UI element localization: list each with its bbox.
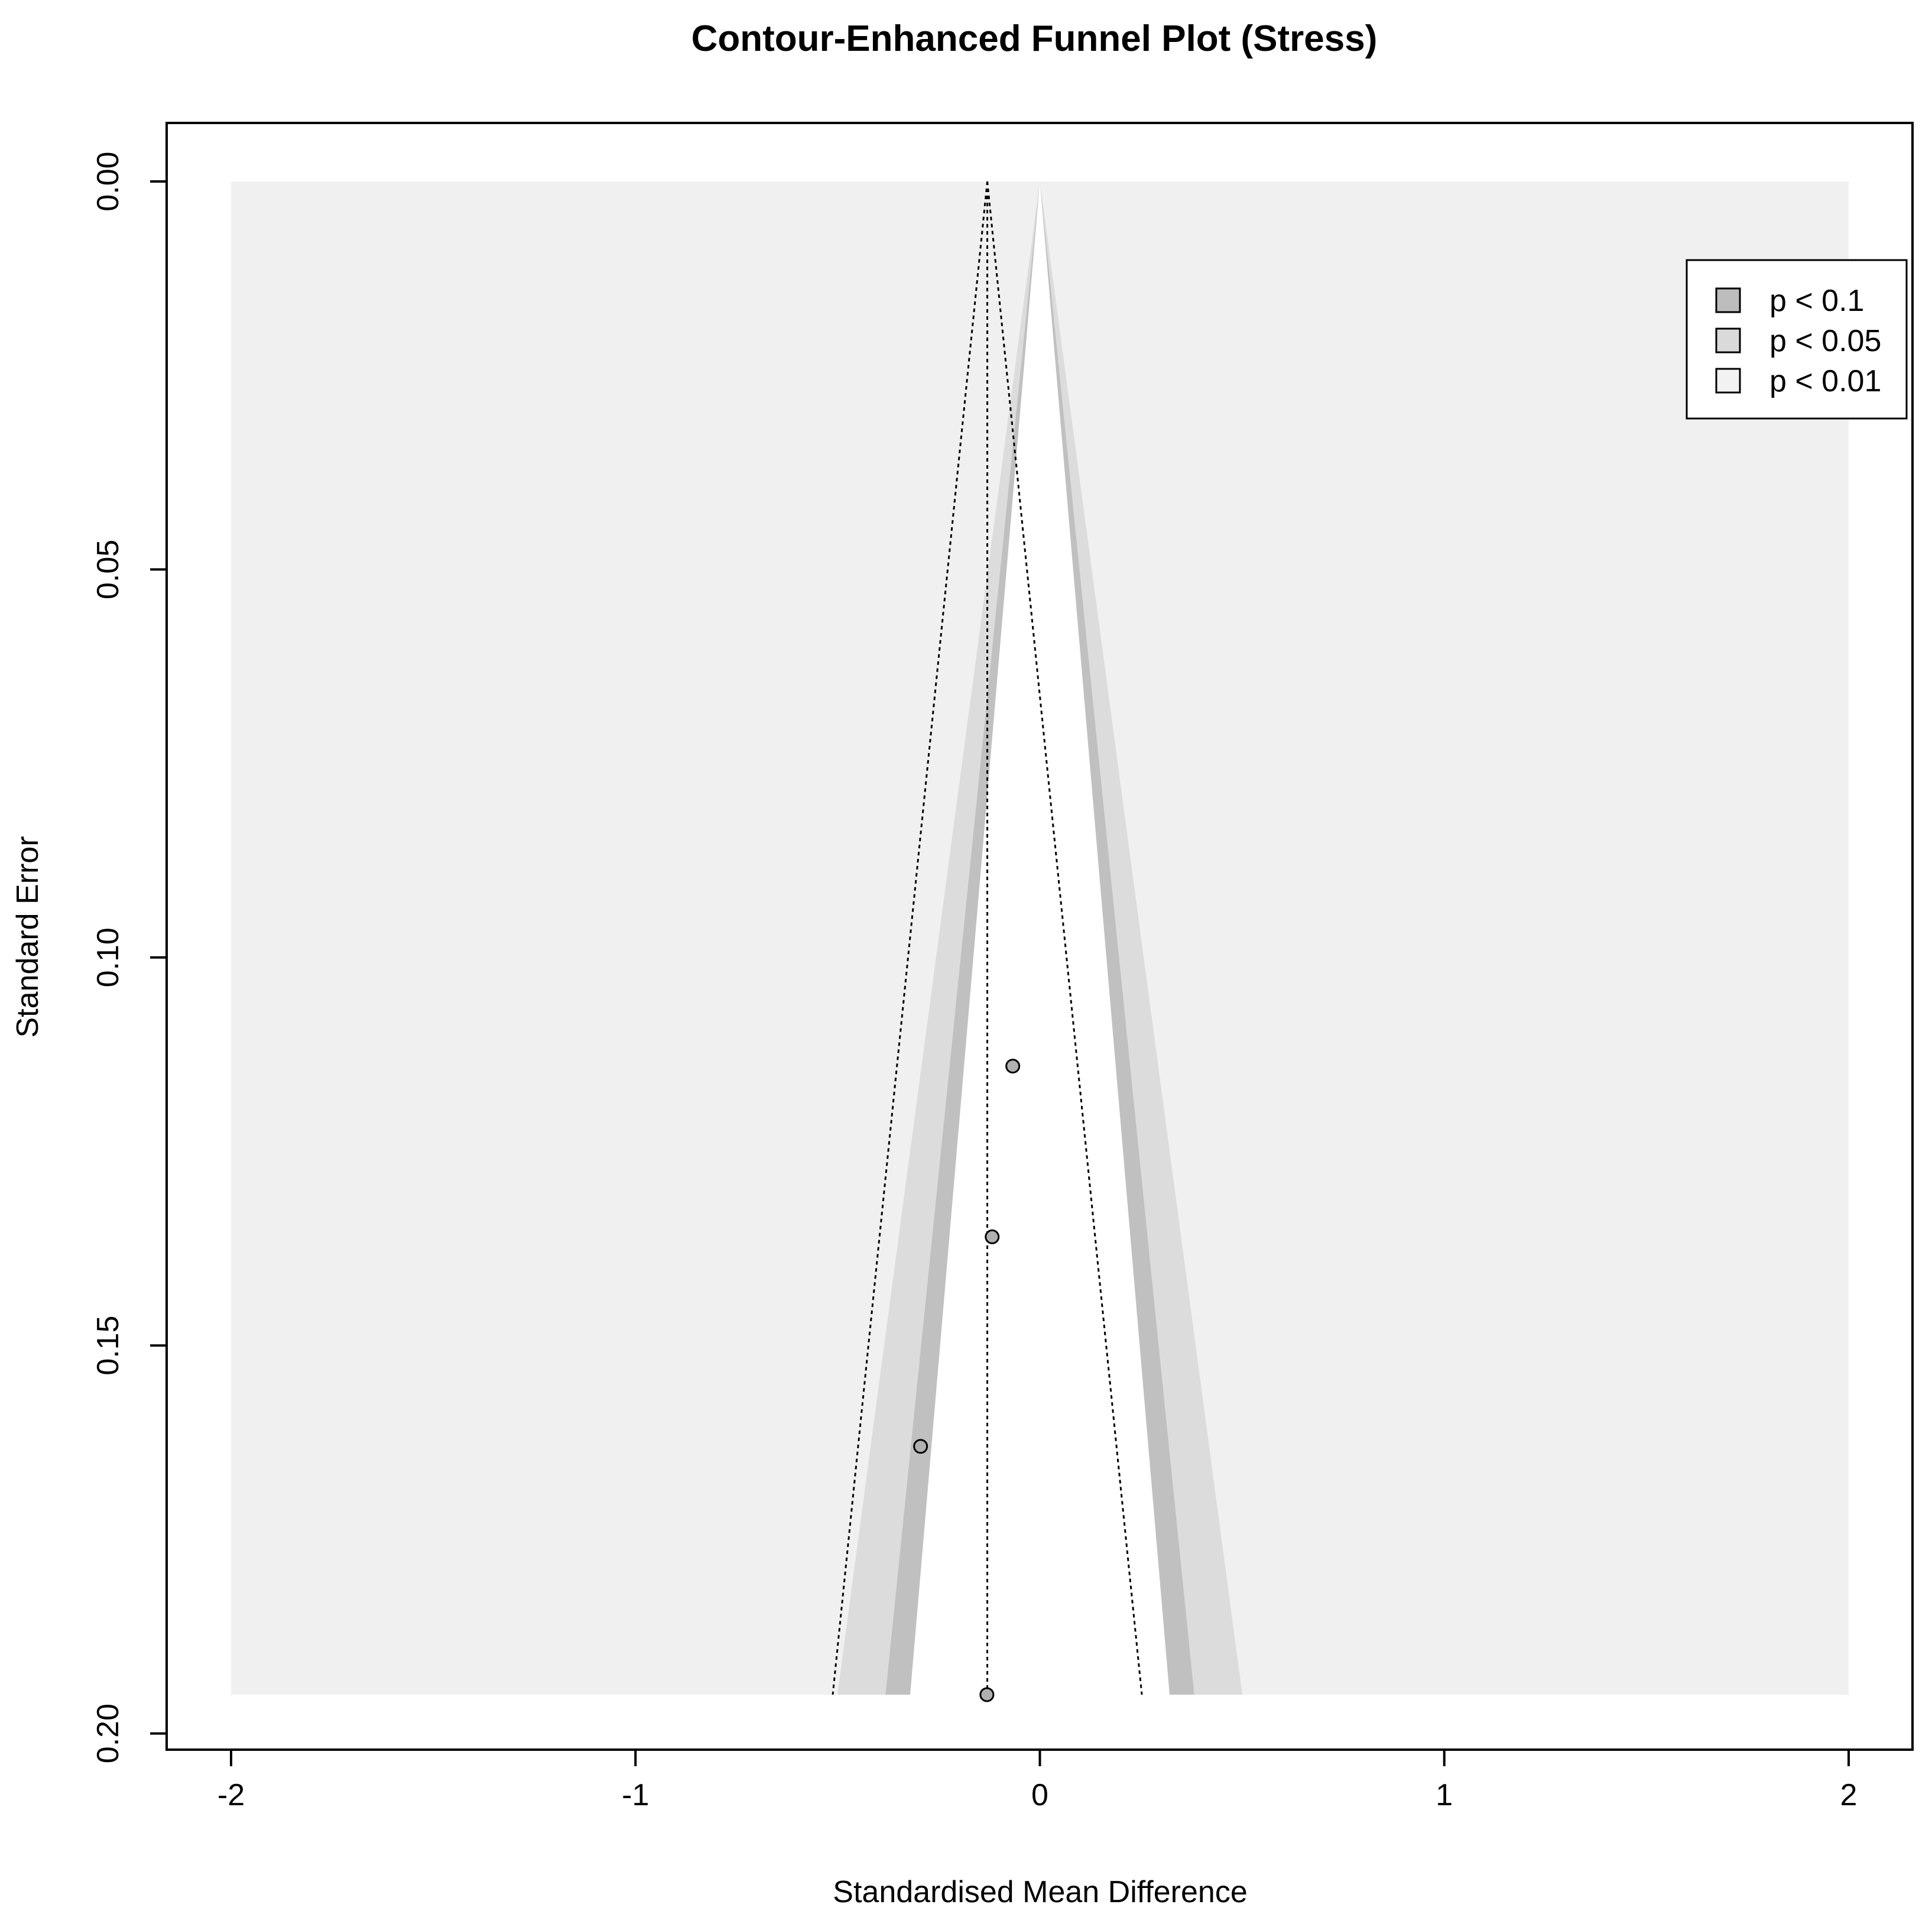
contour-band-nonsig bbox=[910, 181, 1170, 1695]
reference-funnel-left bbox=[832, 181, 989, 1695]
x-tick-label-4: 2 bbox=[1840, 1778, 1858, 1812]
plot-area: -2 -1 0 1 2 0.00 0.05 0.10 0.15 0.20 bbox=[91, 122, 1914, 1812]
data-point-1 bbox=[985, 1229, 1000, 1244]
y-tick-label-4: 0.20 bbox=[91, 1704, 125, 1763]
x-tick-label-3: 1 bbox=[1436, 1778, 1453, 1812]
legend-label-0: p < 0.1 bbox=[1769, 284, 1864, 318]
reference-funnel-right bbox=[986, 181, 1143, 1695]
y-axis-label: Standard Error bbox=[11, 836, 45, 1037]
chart-title: Contour-Enhanced Funnel Plot (Stress) bbox=[691, 18, 1378, 59]
data-point-0 bbox=[1005, 1059, 1021, 1074]
y-tick-label-1: 0.05 bbox=[91, 540, 125, 599]
y-tick-label-3: 0.15 bbox=[91, 1316, 125, 1375]
legend-label-2: p < 0.01 bbox=[1769, 364, 1881, 398]
legend: p < 0.1 p < 0.05 p < 0.01 bbox=[1686, 259, 1908, 420]
data-point-2 bbox=[913, 1439, 928, 1454]
legend-swatch-1 bbox=[1715, 327, 1741, 353]
x-tick-label-2: 0 bbox=[1031, 1778, 1048, 1812]
y-tick-label-2: 0.10 bbox=[91, 927, 125, 987]
x-axis-label: Standardised Mean Difference bbox=[833, 1875, 1247, 1909]
legend-swatch-2 bbox=[1715, 368, 1741, 394]
x-tick-label-1: -1 bbox=[622, 1778, 649, 1812]
data-point-3 bbox=[979, 1687, 995, 1702]
y-tick-label-0: 0.00 bbox=[91, 151, 125, 211]
legend-label-1: p < 0.05 bbox=[1769, 324, 1881, 358]
x-tick-label-0: -2 bbox=[217, 1778, 245, 1812]
legend-swatch-0 bbox=[1715, 287, 1741, 313]
